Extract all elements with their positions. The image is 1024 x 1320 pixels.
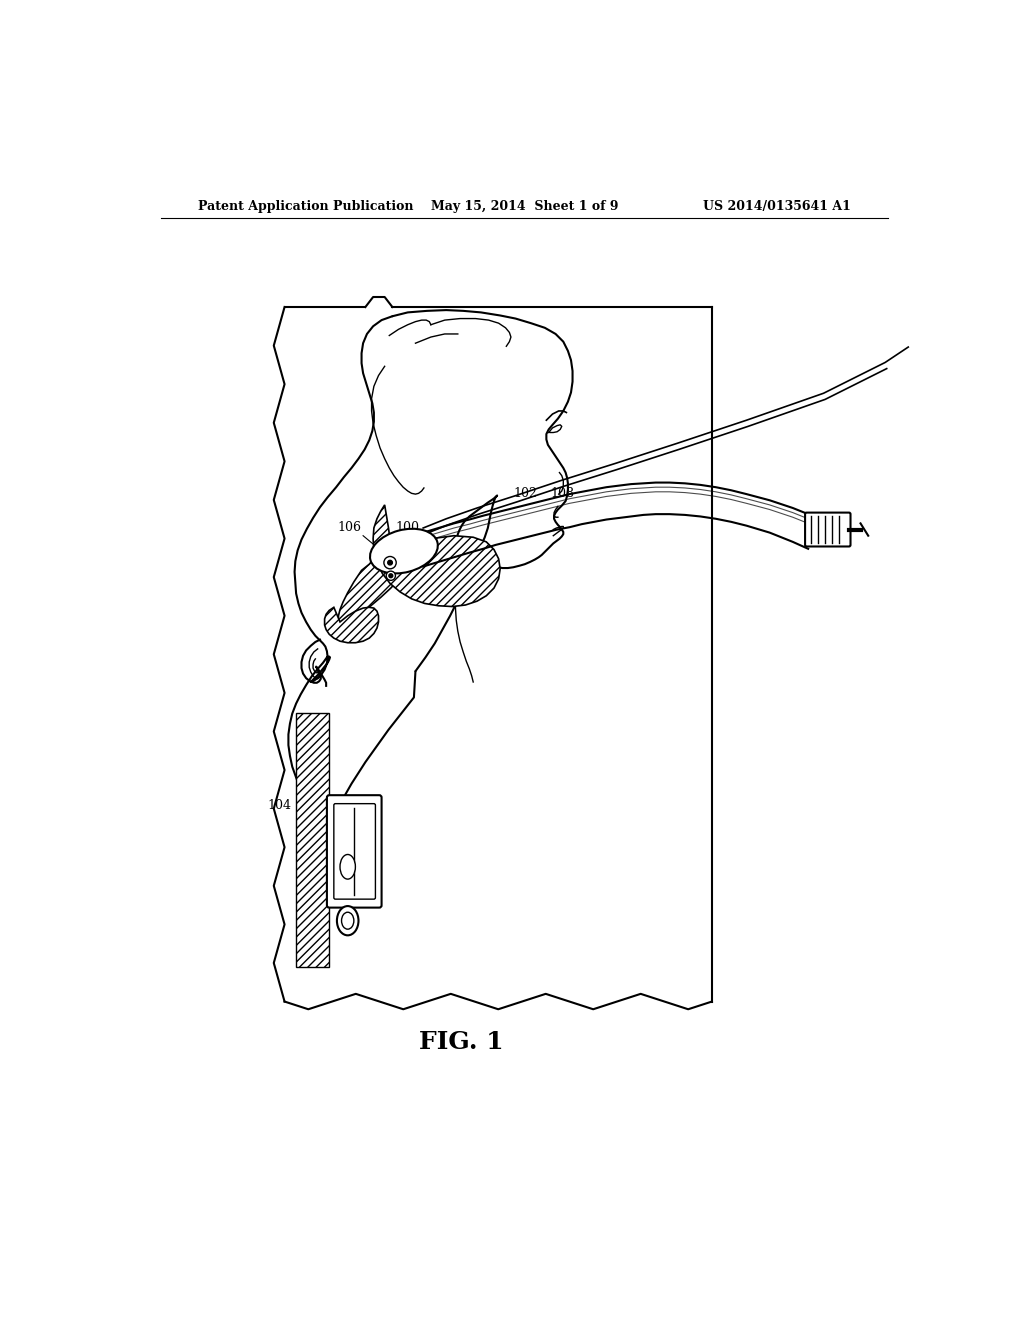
Polygon shape xyxy=(325,607,379,643)
FancyBboxPatch shape xyxy=(334,804,376,899)
Text: US 2014/0135641 A1: US 2014/0135641 A1 xyxy=(703,199,851,213)
Ellipse shape xyxy=(337,906,358,936)
Text: 100: 100 xyxy=(395,521,420,535)
Circle shape xyxy=(384,557,396,569)
Text: 104: 104 xyxy=(267,799,292,812)
Circle shape xyxy=(386,572,395,581)
Text: 102: 102 xyxy=(513,487,538,499)
Circle shape xyxy=(388,561,392,565)
Polygon shape xyxy=(339,540,418,623)
Polygon shape xyxy=(296,713,330,966)
Circle shape xyxy=(389,574,393,578)
Ellipse shape xyxy=(340,854,355,879)
Ellipse shape xyxy=(370,529,438,573)
Text: FIG. 1: FIG. 1 xyxy=(420,1031,504,1055)
Polygon shape xyxy=(373,506,500,607)
Ellipse shape xyxy=(342,912,354,929)
FancyBboxPatch shape xyxy=(805,512,851,546)
Text: 110: 110 xyxy=(407,558,430,572)
FancyBboxPatch shape xyxy=(327,795,382,908)
Text: 108: 108 xyxy=(550,487,574,499)
Text: May 15, 2014  Sheet 1 of 9: May 15, 2014 Sheet 1 of 9 xyxy=(431,199,618,213)
Text: 106: 106 xyxy=(338,521,361,535)
Text: Patent Application Publication: Patent Application Publication xyxy=(199,199,414,213)
